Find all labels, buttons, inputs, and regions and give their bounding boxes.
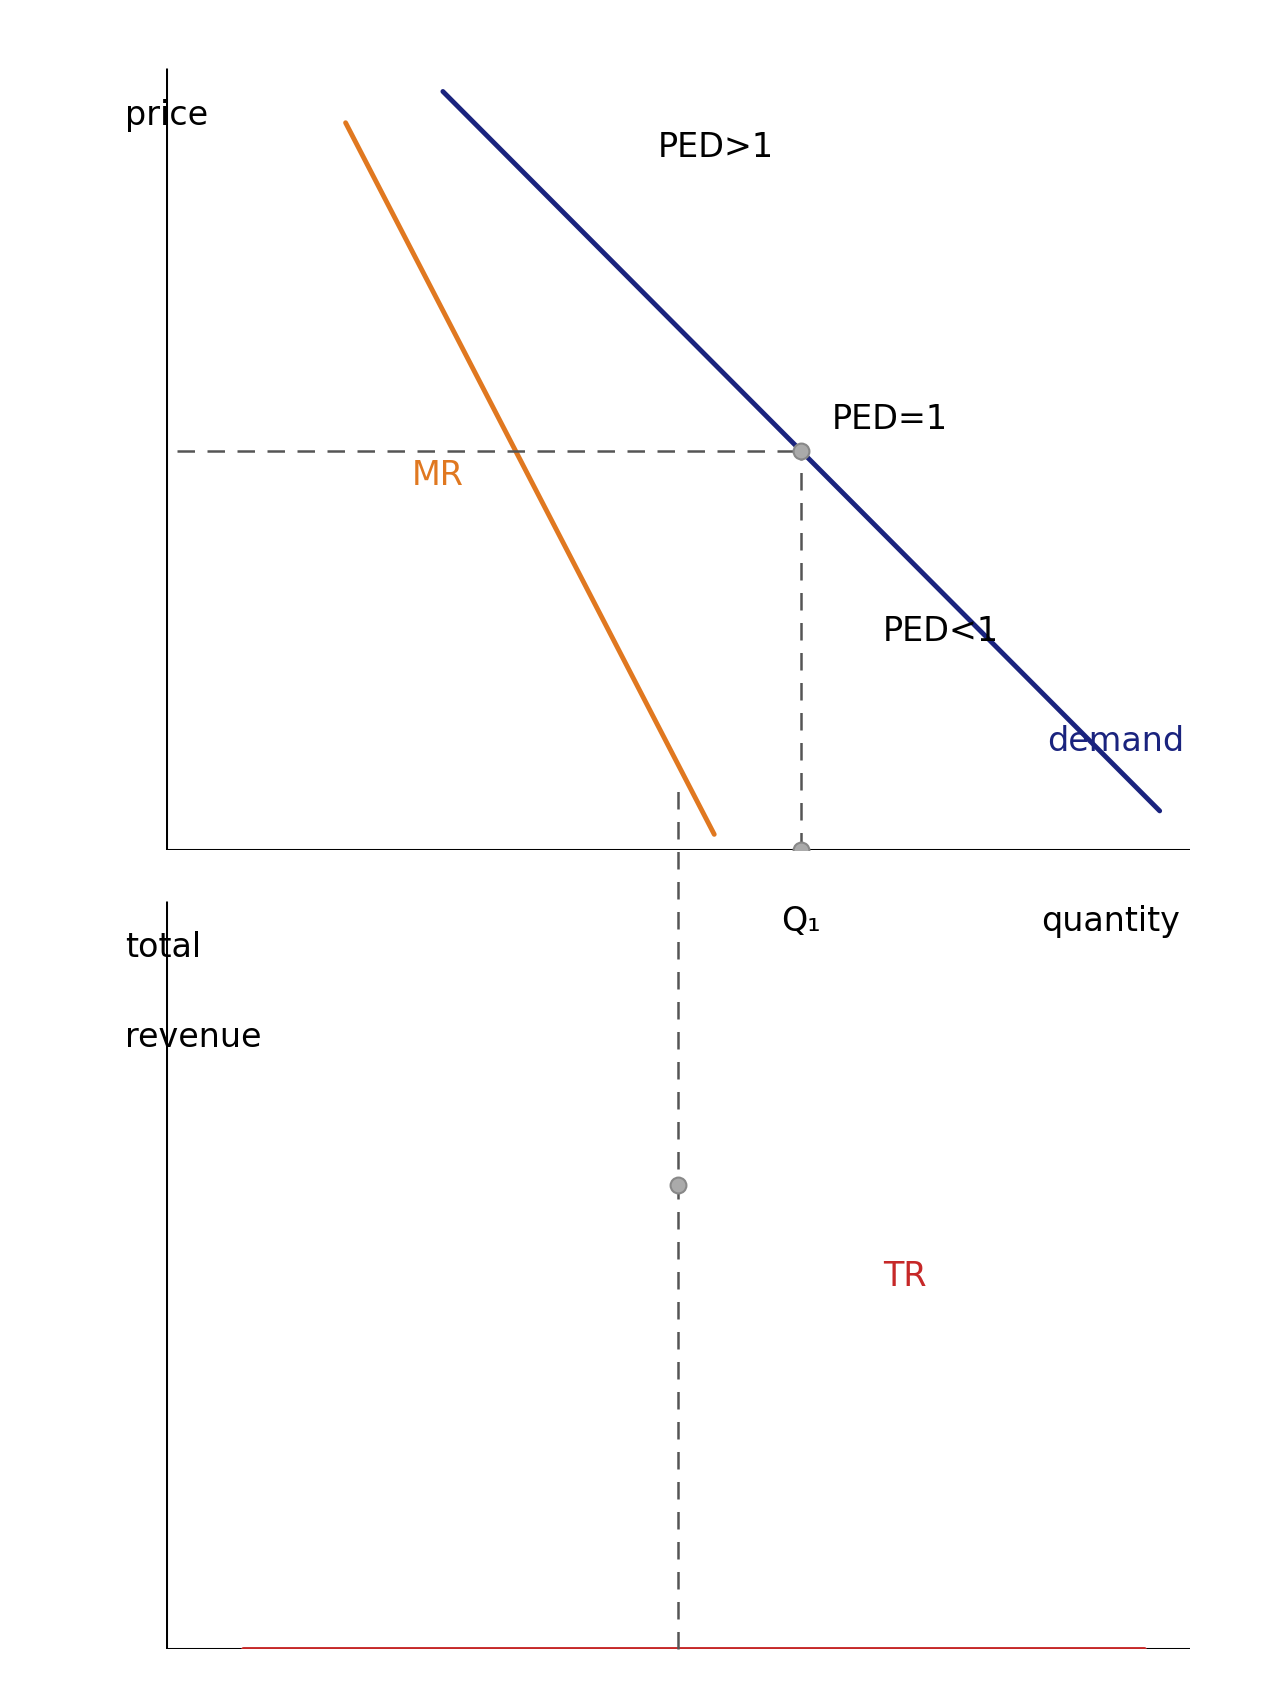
Text: TR: TR — [883, 1260, 927, 1294]
Text: revenue: revenue — [125, 1020, 262, 1054]
Text: quantity: quantity — [1042, 904, 1180, 938]
Point — [668, 1171, 689, 1198]
Point — [791, 437, 812, 464]
Text: PED>1: PED>1 — [658, 131, 774, 163]
Text: PED=1: PED=1 — [832, 403, 948, 435]
Text: demand: demand — [1047, 724, 1184, 758]
Text: PED<1: PED<1 — [883, 615, 1000, 648]
Point — [791, 836, 812, 864]
Text: price: price — [125, 99, 209, 133]
Text: total: total — [125, 932, 201, 964]
Text: Q₁: Q₁ — [782, 904, 820, 938]
Text: MR: MR — [412, 459, 465, 491]
